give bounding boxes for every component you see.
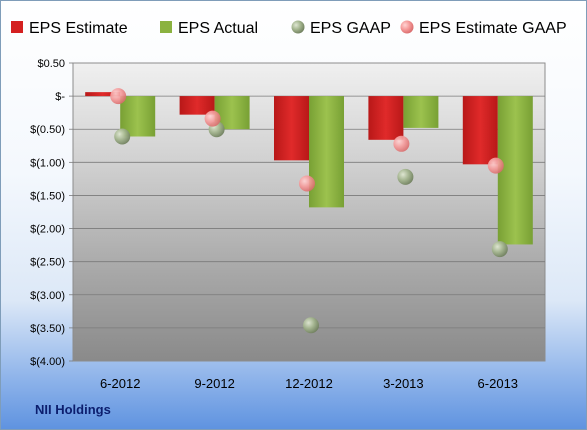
x-axis-labels: 6-2012 9-2012 12-2012 3-2013 6-2013 — [100, 376, 518, 391]
legend-marker-eps-estimate-gaap — [400, 20, 414, 34]
legend-label-eps-estimate-gaap: EPS Estimate GAAP — [419, 20, 567, 37]
y-tick-label: $(4.00) — [30, 356, 65, 368]
bar-eps-actual — [309, 96, 344, 208]
legend-swatch-eps-actual — [160, 21, 172, 33]
y-tick-label: $(1.50) — [30, 190, 65, 202]
legend-marker-eps-gaap — [291, 20, 305, 34]
x-category-label: 12-2012 — [285, 376, 333, 391]
legend-swatch-eps-estimate — [11, 21, 23, 33]
bar-eps-estimate — [274, 96, 309, 161]
marker-eps-gaap — [303, 317, 319, 334]
marker-eps-estimate-gaap — [393, 135, 410, 152]
x-category-label: 9-2012 — [194, 376, 234, 391]
marker-eps-estimate-gaap — [487, 157, 504, 174]
x-category-label: 6-2013 — [478, 376, 518, 391]
bar-eps-actual — [403, 96, 439, 128]
legend-label-eps-actual: EPS Actual — [178, 20, 258, 37]
bar-eps-estimate — [179, 96, 215, 115]
marker-eps-estimate-gaap — [204, 110, 221, 127]
legend: EPS Estimate EPS Actual EPS GAAP EPS Est… — [11, 20, 567, 37]
markers — [110, 88, 508, 334]
y-tick-label: $- — [55, 91, 65, 103]
legend-label-eps-estimate: EPS Estimate — [29, 20, 128, 37]
y-tick-label: $0.50 — [37, 58, 65, 70]
bar-eps-estimate — [368, 96, 404, 140]
bar-eps-estimate — [85, 92, 121, 97]
marker-eps-estimate-gaap — [299, 175, 315, 192]
marker-eps-estimate-gaap — [110, 88, 127, 105]
marker-eps-gaap — [491, 241, 508, 258]
bar-eps-actual — [497, 96, 533, 245]
legend-label-eps-gaap: EPS GAAP — [310, 20, 391, 37]
x-category-label: 3-2013 — [383, 376, 423, 391]
y-tick-label: $(0.50) — [30, 124, 65, 136]
marker-eps-gaap — [114, 128, 131, 145]
company-name: NII Holdings — [35, 402, 111, 417]
bar-eps-estimate — [462, 96, 498, 165]
bars — [85, 92, 533, 245]
y-tick-label: $(1.00) — [30, 157, 65, 169]
y-axis-labels: $0.50 $- $(0.50) $(1.00) $(1.50) $(2.00) $(2.5… — [30, 58, 65, 368]
marker-eps-gaap — [397, 168, 414, 185]
y-tick-label: $(3.00) — [30, 290, 65, 302]
y-tick-label: $(3.50) — [30, 323, 65, 335]
y-tick-label: $(2.00) — [30, 224, 65, 236]
y-tick-label: $(2.50) — [30, 257, 65, 269]
x-category-label: 6-2012 — [100, 376, 140, 391]
